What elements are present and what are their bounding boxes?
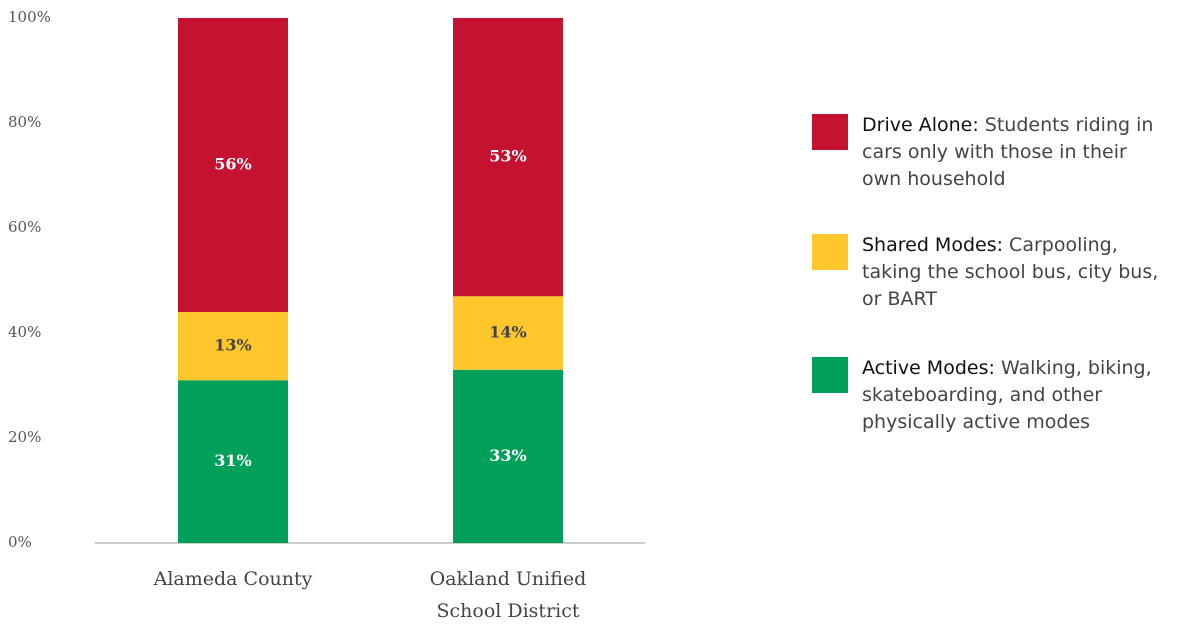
y-tick-label: 100% <box>8 8 51 26</box>
legend-description: Carpooling, taking the school bus, city … <box>862 234 1159 310</box>
legend-item: Active Modes: Walking, biking, skateboar… <box>812 355 1172 436</box>
bar-segment <box>178 18 288 312</box>
legend-name: Active Modes: <box>862 357 995 379</box>
legend-description: Walking, biking, skateboarding, and othe… <box>862 357 1152 433</box>
legend-item: Shared Modes: Carpooling, taking the sch… <box>812 232 1172 313</box>
legend-item: Drive Alone: Students riding in cars onl… <box>812 112 1172 193</box>
legend-description: Students riding in cars only with those … <box>862 114 1154 190</box>
value-label: 53% <box>489 147 526 166</box>
legend-name: Drive Alone: <box>862 114 979 136</box>
bar-segment <box>453 18 563 297</box>
y-tick-label: 80% <box>8 113 41 131</box>
y-tick-label: 0% <box>8 533 32 551</box>
y-tick-label: 60% <box>8 218 41 236</box>
y-tick-label: 20% <box>8 428 41 446</box>
bar-segment <box>178 380 288 543</box>
bar-segment <box>453 296 563 370</box>
legend-swatch <box>812 357 848 393</box>
value-label: 56% <box>214 155 251 174</box>
legend-name: Shared Modes: <box>862 234 1003 256</box>
bar-segment <box>178 312 288 381</box>
value-label: 31% <box>214 451 251 470</box>
value-label: 13% <box>214 336 251 355</box>
legend-text: Active Modes: Walking, biking, skateboar… <box>862 355 1172 436</box>
bar-segment <box>453 369 563 543</box>
value-label: 33% <box>489 446 526 465</box>
legend-swatch <box>812 114 848 150</box>
x-tick-label: Alameda County <box>153 568 313 590</box>
legend-swatch <box>812 234 848 270</box>
legend-text: Shared Modes: Carpooling, taking the sch… <box>862 232 1172 313</box>
y-tick-label: 40% <box>8 323 41 341</box>
value-label: 14% <box>489 323 526 342</box>
legend-text: Drive Alone: Students riding in cars onl… <box>862 112 1172 193</box>
x-tick-label: Oakland Unified School District <box>429 568 587 622</box>
